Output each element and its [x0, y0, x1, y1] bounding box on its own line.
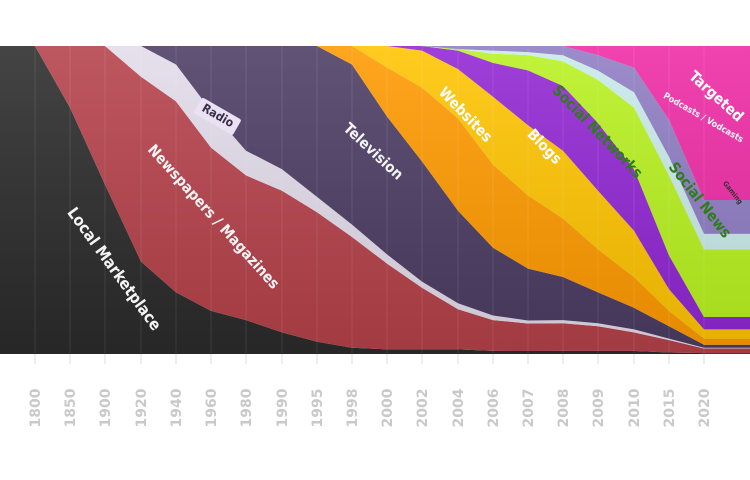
x-tick-label: 2020 [697, 388, 713, 427]
shading-overlay [0, 46, 750, 354]
x-axis-ticks: 1800 1850 1900 1920 1940 1960 1980 1990 1995 1998… [28, 354, 713, 427]
x-tick-label: 1800 [28, 388, 44, 427]
x-tick-label: 2008 [556, 389, 572, 428]
x-tick-label: 2006 [486, 389, 502, 428]
x-tick-label: 1850 [63, 388, 79, 427]
x-tick-label: 1980 [239, 388, 255, 427]
x-tick-label: 1995 [310, 389, 326, 428]
x-tick-label: 2009 [591, 389, 607, 428]
x-tick-label: 2002 [415, 389, 431, 428]
x-tick-label: 2004 [451, 388, 467, 427]
x-tick-label: 2000 [380, 388, 396, 427]
x-tick-label: 1960 [204, 388, 220, 427]
x-tick-label: 1940 [169, 388, 185, 427]
x-tick-label: 2015 [662, 389, 678, 428]
x-tick-label: 1920 [134, 388, 150, 427]
x-tick-label: 1990 [275, 388, 291, 427]
x-tick-label: 1900 [98, 388, 114, 427]
x-tick-label: 1998 [345, 389, 361, 428]
label-background [194, 98, 241, 135]
x-tick-label: 2007 [521, 389, 537, 428]
x-tick-label: 2010 [627, 388, 643, 427]
